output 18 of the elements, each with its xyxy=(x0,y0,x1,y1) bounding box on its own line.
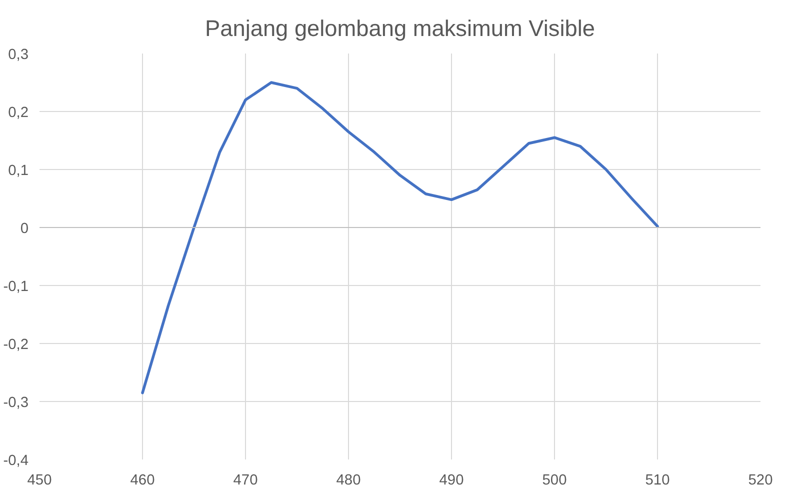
y-tick-label: 0,3 xyxy=(8,47,28,63)
x-tick-label: 470 xyxy=(233,472,258,487)
x-tick-label: 490 xyxy=(439,472,464,487)
chart-title: Panjang gelombang maksimum Visible xyxy=(205,15,595,41)
x-tick-label: 450 xyxy=(27,472,52,487)
line-series xyxy=(141,81,659,394)
x-tick-label: 480 xyxy=(336,472,361,487)
y-tick-label: -0,1 xyxy=(3,279,29,295)
y-tick-label: 0,1 xyxy=(8,163,28,179)
x-tick-label: 460 xyxy=(130,472,155,487)
y-tick-label: 0,2 xyxy=(8,105,28,121)
y-tick-label: 0 xyxy=(20,221,29,237)
x-tick-label: 510 xyxy=(645,472,670,487)
x-tick-label: 520 xyxy=(748,472,773,487)
y-tick-label: -0,4 xyxy=(3,453,29,469)
y-tick-label: -0,2 xyxy=(3,337,29,353)
y-tick-label: -0,3 xyxy=(3,395,29,411)
x-tick-label: 500 xyxy=(542,472,567,487)
